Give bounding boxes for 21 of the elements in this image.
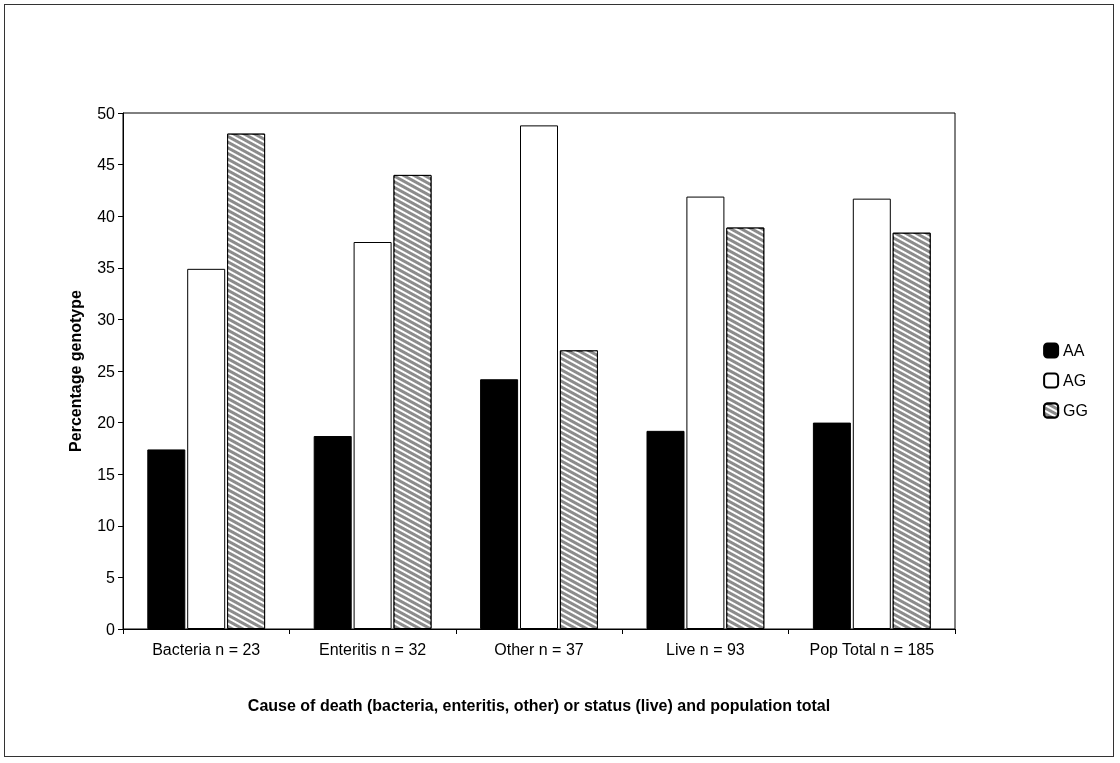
x-tick-label: Live n = 93: [666, 640, 745, 658]
y-tick-label: 15: [97, 465, 116, 483]
y-axis-title: Percentage genotype: [66, 289, 84, 452]
y-tick-label: 50: [97, 104, 116, 122]
y-tick-label: 5: [106, 568, 116, 586]
y-tick-label: 35: [97, 259, 116, 277]
y-tick-label: 30: [97, 310, 116, 328]
y-tick-label: 25: [97, 362, 116, 380]
y-tick-label: 40: [97, 207, 116, 225]
legend-label: AG: [1063, 372, 1087, 389]
y-tick-label: 0: [106, 620, 116, 638]
x-tick-label: Enteritis n = 32: [319, 640, 427, 658]
y-tick-label: 45: [97, 156, 116, 174]
legend-label: GG: [1063, 402, 1088, 419]
x-tick-label: Pop Total n = 185: [809, 640, 935, 658]
x-tick-label: Bacteria n = 23: [152, 640, 261, 658]
x-axis-title: Cause of death (bacteria, enteritis, other) or status (live) and population total: [247, 696, 831, 714]
legend-label: AA: [1063, 342, 1085, 359]
y-tick-label: 20: [97, 414, 116, 432]
y-tick-label: 10: [97, 517, 116, 535]
x-tick-label: Other n = 37: [494, 640, 584, 658]
